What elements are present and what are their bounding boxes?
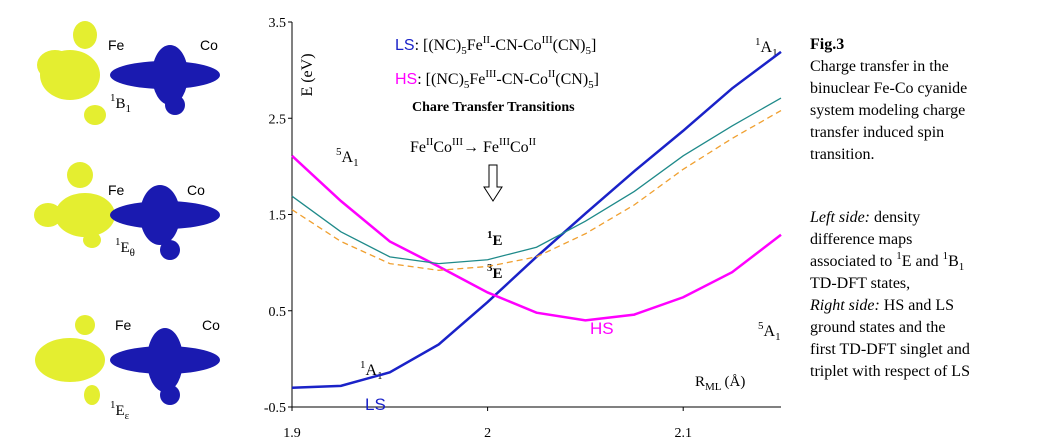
caption-line: transition. [810, 146, 874, 163]
ls-label: LS [365, 395, 386, 414]
series-line [292, 98, 781, 264]
caption-line: triplet with respect of LS [810, 363, 970, 380]
caption-line: Left side: density [809, 209, 920, 226]
hs-label: HS [590, 319, 614, 338]
caption-line: Charge transfer in the [810, 58, 949, 75]
hs-formula: HS: [(NC)5FeIII-CN-CoII(CN)5] [395, 68, 599, 91]
state: 1Eθ [115, 236, 135, 259]
arrow [484, 165, 502, 201]
caption: Fig.3 Charge transfer in the binuclear F… [809, 36, 970, 380]
caption-line: ground states and the [810, 319, 946, 336]
series-line [292, 111, 781, 271]
state: 1Eε [110, 399, 130, 422]
caption-line: Right side: HS and LS [809, 297, 954, 314]
caption-line: system modeling charge [810, 102, 965, 119]
annotation-title: Chare Transfer Transitions [412, 100, 575, 115]
co-label: Co [200, 37, 218, 53]
x-tick-label: 2.1 [674, 426, 692, 441]
transition: FeIICoIII→ FeIIICoII [410, 136, 536, 156]
y-tick-label: 1.5 [269, 209, 287, 224]
figure: Fe Co Fe Co Fe Co 1B1 1Eθ 1Eε E (eV) RML… [0, 0, 1056, 443]
caption-line: transfer induced spin [810, 124, 944, 141]
density-maps [34, 21, 220, 405]
state-labels: 1B1 1Eθ 1Eε [110, 92, 135, 422]
fe-label: Fe [108, 182, 125, 198]
ls-formula: LS: [(NC)5FeII-CN-CoIII(CN)5] [395, 34, 596, 57]
x-tick-label: 1.9 [283, 426, 301, 441]
plot: E (eV) RML(Å) LS: [(NC)5FeII-CN-CoIII(CN… [264, 16, 781, 441]
state-label: 1E [487, 229, 503, 249]
state-label: 5A1 [758, 320, 781, 343]
state-label: 3E [487, 262, 503, 282]
y-tick-label: 2.5 [269, 112, 287, 127]
state-label: 5A1 [336, 146, 359, 169]
fe-label: Fe [115, 317, 132, 333]
caption-line: difference maps [810, 231, 912, 248]
fe-label: Fe [108, 37, 125, 53]
x-axis-title: RML(Å) [695, 374, 745, 393]
y-tick-label: 0.5 [269, 305, 287, 320]
y-tick-label: -0.5 [264, 401, 286, 416]
series-line [292, 156, 781, 321]
co-label: Co [187, 182, 205, 198]
caption-line: TD-DFT states, [810, 275, 910, 292]
co-label: Co [202, 317, 220, 333]
state: 1B1 [110, 92, 131, 115]
caption-line: associated to 1E and 1B1 [810, 250, 964, 273]
caption-line: binuclear Fe-Co cyanide [810, 80, 967, 97]
caption-label: Fig.3 [810, 36, 844, 53]
y-axis-title: E (eV) [299, 53, 316, 96]
y-tick-label: 3.5 [269, 16, 287, 31]
x-tick-label: 2 [484, 426, 491, 441]
caption-line: first TD-DFT singlet and [810, 341, 970, 358]
